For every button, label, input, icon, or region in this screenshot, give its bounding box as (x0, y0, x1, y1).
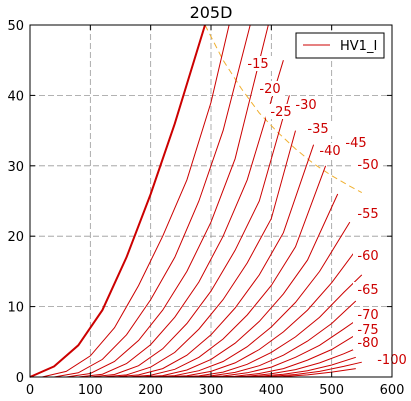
grid-bias-curve (174, 274, 363, 378)
chart-title: 205D (190, 3, 233, 22)
curve-label: -75 (357, 323, 378, 338)
curve-label: -25 (270, 105, 291, 120)
y-tick-label: 40 (7, 89, 24, 104)
x-tick-label: 100 (78, 383, 103, 398)
curve-label-background (291, 97, 321, 112)
legend-entry-label: HV1_I (340, 39, 377, 54)
x-tick-label: 200 (138, 383, 163, 398)
curve-label: -70 (357, 308, 378, 323)
grid-bias-curve (102, 130, 296, 378)
grid-bias-curve (66, 24, 269, 378)
curve-label-background (303, 121, 333, 136)
curve-label: -35 (307, 122, 328, 137)
y-tick-label: 30 (7, 160, 24, 175)
curve-label-background (243, 56, 273, 71)
curve-label-background (353, 248, 383, 263)
grid-bias-curve (41, 24, 230, 378)
curve-label-background (341, 135, 371, 150)
grid-bias-curve (162, 250, 357, 378)
curve-label: -80 (357, 336, 378, 351)
curve-label: -55 (357, 207, 378, 222)
curve-label-background (315, 143, 345, 158)
grid-bias-curve (54, 24, 251, 378)
curve-label: -45 (345, 136, 366, 151)
curve-label: -65 (357, 283, 378, 298)
max-dissipation-curve (204, 24, 363, 194)
grid-bias-curves (29, 24, 363, 378)
curve-label: -50 (357, 158, 378, 173)
grid-bias-curve (198, 316, 363, 378)
grid-bias-curve (78, 60, 284, 378)
curve-label-background (353, 307, 383, 322)
y-tick-label: 0 (16, 371, 24, 386)
curve-label-background (353, 206, 383, 221)
curve-label-background (353, 157, 383, 172)
x-tick-label: 500 (319, 383, 344, 398)
curve-label-background (353, 282, 383, 297)
curve-label-background (353, 322, 383, 337)
axis-ticks: 0 100 200 300 400 500 600 0 10 20 30 40 50 (7, 19, 404, 398)
curve-label: -20 (259, 82, 280, 97)
x-tick-label: 300 (199, 383, 224, 398)
x-tick-label: 400 (259, 383, 284, 398)
grid-bias-curve (29, 24, 206, 378)
legend: HV1_I (295, 32, 385, 59)
curve-label: -15 (247, 57, 268, 72)
grid-bias-curve (138, 193, 339, 378)
curve-label: -60 (357, 249, 378, 264)
curve-labels: -15 -20 -25 -30 -35 -40 -45 -50 -55 -60 -65 -70-75-… (243, 56, 411, 368)
grid-bias-curve (150, 221, 351, 378)
curve-label-background (266, 104, 296, 119)
grid-bias-curve (186, 300, 357, 378)
curve-label: -40 (319, 144, 340, 159)
grid-bias-curve (223, 345, 362, 378)
curve-label-background (255, 81, 285, 96)
y-tick-label: 10 (7, 301, 24, 316)
y-tick-label: 50 (7, 19, 24, 34)
y-tick-label: 20 (7, 230, 24, 245)
grid-bias-curve (90, 95, 290, 378)
max-dissipation-line (204, 24, 363, 194)
grid-bias-curve (126, 165, 327, 378)
x-tick-label: 0 (26, 383, 34, 398)
grid-lines (30, 25, 392, 377)
grid-bias-curve (114, 144, 315, 378)
curve-label: -30 (295, 98, 316, 113)
x-tick-label: 600 (380, 383, 405, 398)
curve-label-background (353, 335, 383, 350)
